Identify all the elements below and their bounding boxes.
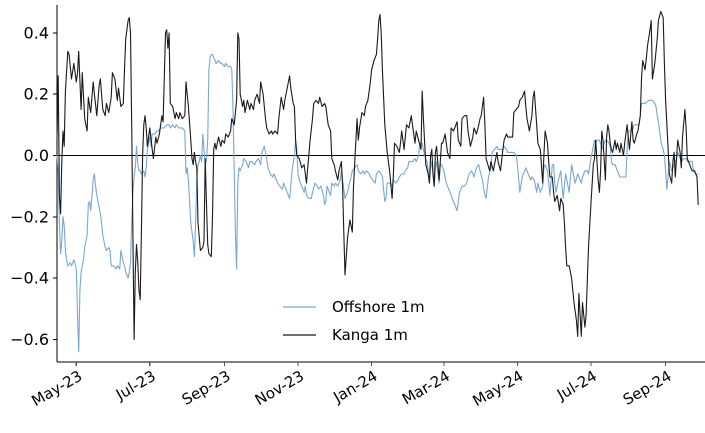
axes: 0.4 0.2 0.0 −0.2 −0.4 −0.6 May-23 Jul-23 Sep-23… — [10, 5, 705, 410]
x-tick-label: Jul-23 — [112, 367, 159, 404]
y-tick-label: −0.4 — [10, 269, 49, 288]
legend-label: Offshore 1m — [332, 298, 425, 316]
y-tick-label: 0.0 — [24, 146, 49, 165]
y-tick-label: −0.6 — [10, 330, 49, 349]
series-lines — [56, 10, 699, 353]
series-line-kanga-1m — [56, 10, 699, 340]
y-tick-label: 0.2 — [24, 85, 49, 104]
y-tick-label: −0.2 — [10, 207, 49, 226]
legend: Offshore 1m Kanga 1m — [283, 298, 425, 344]
x-tick-label: May-23 — [28, 367, 85, 410]
legend-label: Kanga 1m — [332, 326, 408, 344]
x-axis-ticks: May-23 Jul-23 Sep-23 Nov-23 Jan-24 Mar-24 May-… — [28, 362, 675, 410]
x-tick-label: Jul-24 — [553, 367, 600, 404]
series-line-offshore-1m — [56, 53, 699, 353]
x-tick-label: May-24 — [470, 367, 527, 410]
x-tick-label: Mar-24 — [399, 367, 453, 409]
x-tick-label: Nov-23 — [252, 367, 307, 409]
x-tick-label: Jan-24 — [329, 367, 380, 407]
x-tick-label: Sep-23 — [179, 367, 234, 409]
y-tick-label: 0.4 — [24, 23, 49, 42]
x-tick-label: Sep-24 — [620, 367, 675, 409]
y-axis-ticks: 0.4 0.2 0.0 −0.2 −0.4 −0.6 — [10, 23, 57, 349]
